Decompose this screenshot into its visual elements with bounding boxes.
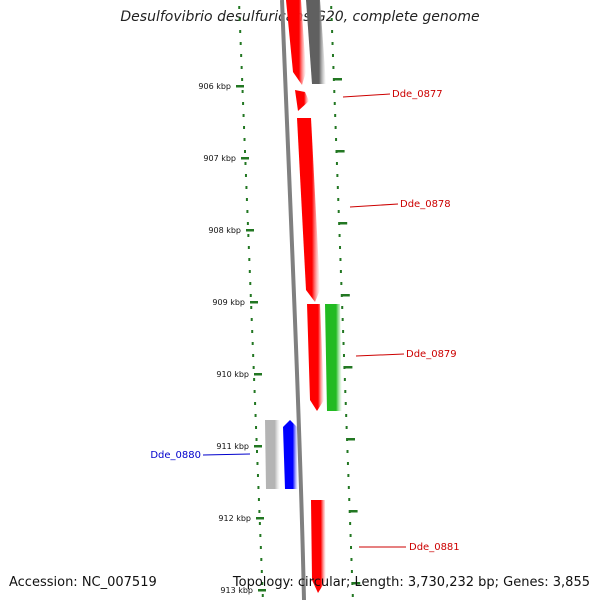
scale-minor-tick — [352, 582, 361, 585]
scale-tick-label: 908 kbp — [208, 226, 241, 235]
accession-text: Accession: NC_007519 — [9, 575, 157, 590]
gene-label-leader — [342, 93, 391, 98]
gene-label-leader — [349, 203, 399, 208]
gene-dde_0879 — [307, 304, 324, 411]
scale-tick-label: 912 kbp — [218, 514, 251, 523]
gene-dde_0878 — [297, 118, 320, 302]
scale-tick-mark — [254, 373, 262, 376]
scale-ticks: 906 kbp 907 kbp 908 kbp 909 kbp 910 kbp 911 k… — [198, 78, 361, 595]
gene-feature — [325, 304, 342, 411]
scale-tick-mark — [250, 301, 258, 304]
left-dot-guide — [238, 6, 264, 597]
gene-label: Dde_0877 — [392, 89, 443, 100]
gene-label: Dde_0878 — [400, 199, 451, 210]
scale-minor-tick — [349, 510, 358, 513]
scale-tick-label: 911 kbp — [216, 442, 249, 451]
scale-tick-mark — [258, 589, 266, 592]
dotted-guides — [238, 6, 354, 597]
gene-feature — [265, 420, 280, 489]
scale-minor-tick — [347, 438, 355, 441]
gene-features — [265, 0, 342, 593]
scale-tick-mark — [256, 517, 264, 520]
scale-minor-tick — [334, 78, 342, 81]
genome-backbone — [280, 0, 306, 600]
gene-label: Dde_0879 — [406, 349, 457, 360]
scale-minor-tick — [344, 366, 353, 369]
scale-tick-mark — [246, 229, 254, 232]
scale-tick-label: 913 kbp — [220, 586, 253, 595]
gene-label: Dde_0880 — [150, 450, 201, 461]
scale-tick-label: 906 kbp — [198, 82, 231, 91]
scale-tick-label: 910 kbp — [216, 370, 249, 379]
gene-label: Dde_0881 — [409, 542, 460, 553]
scale-tick-mark — [254, 445, 262, 448]
gene-feature — [306, 0, 326, 84]
gene-labels: Dde_0877 Dde_0878 Dde_0879 Dde_0880 Dde_0881 — [150, 89, 459, 553]
scale-tick-mark — [236, 85, 244, 88]
scale-tick-label: 907 kbp — [203, 154, 236, 163]
gene-dde_0880 — [283, 420, 298, 489]
gene-feature — [286, 0, 306, 85]
scale-minor-tick — [341, 294, 350, 297]
gene-dde_0881 — [311, 500, 326, 593]
right-dot-guide — [330, 6, 354, 597]
scale-tick-label: 909 kbp — [212, 298, 245, 307]
scale-minor-tick — [339, 222, 348, 225]
scale-tick-mark — [241, 157, 249, 160]
gene-label-leader — [355, 353, 405, 357]
scale-minor-tick — [336, 150, 345, 153]
topology-text: Topology: circular; Length: 3,730,232 bp… — [232, 575, 590, 590]
gene-dde_0877 — [295, 90, 309, 111]
gene-label-leader — [202, 453, 251, 456]
